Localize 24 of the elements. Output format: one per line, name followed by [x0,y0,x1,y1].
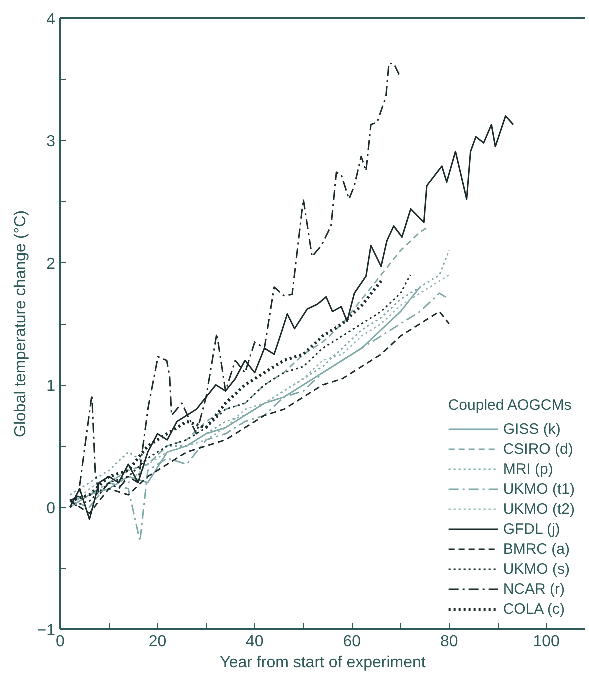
legend-label: GISS (k) [503,420,561,438]
legend-label: UKMO (t1) [503,480,575,498]
x-tick-label: 60 [343,634,362,650]
legend-label: COLA (c) [503,600,566,618]
y-tick-label: 3 [46,134,56,151]
legend-label: MRI (p) [503,460,554,478]
y-tick-label: −1 [37,622,56,640]
y-axis-title: Global temperature change (°C) [12,210,30,438]
x-tick-label: 80 [440,634,458,650]
legend-label: UKMO (t2) [503,500,575,518]
legend-label: GFDL (j) [503,520,560,538]
x-tick-label: 40 [246,634,264,650]
x-tick-label: 20 [148,634,167,650]
legend-label: CSIRO (d) [503,440,574,458]
x-axis-title: Year from start of experiment [220,654,426,672]
legend-label: NCAR (r) [503,580,565,598]
y-tick-label: 0 [46,500,56,518]
y-tick-label: 4 [46,12,56,28]
legend-label: BMRC (a) [503,540,570,558]
y-tick-label: 1 [46,378,56,396]
x-tick-label: 100 [533,634,560,650]
y-tick-label: 2 [46,256,56,273]
legend-title: Coupled AOGCMs [448,397,573,414]
legend-label: UKMO (s) [503,560,570,578]
